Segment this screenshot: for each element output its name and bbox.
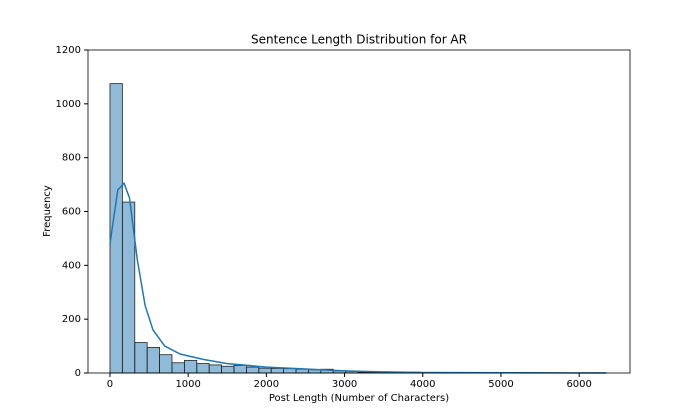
y-tick-label: 1200 bbox=[56, 45, 81, 56]
kde-line bbox=[109, 181, 607, 374]
bar bbox=[283, 368, 297, 374]
bar bbox=[183, 359, 198, 374]
y-tick-label: 600 bbox=[62, 207, 81, 218]
x-tick-label: 2000 bbox=[254, 379, 279, 390]
bar bbox=[134, 342, 148, 374]
bar bbox=[208, 364, 222, 374]
bar bbox=[196, 363, 210, 374]
chart-title: Sentence Length Distribution for AR bbox=[251, 33, 467, 47]
y-tick-label: 800 bbox=[62, 153, 81, 164]
x-tick-label: 4000 bbox=[410, 379, 435, 390]
bar bbox=[233, 365, 247, 374]
bar bbox=[221, 365, 235, 374]
y-tick-label: 0 bbox=[75, 368, 81, 379]
bar bbox=[146, 347, 160, 374]
bar bbox=[159, 354, 173, 374]
y-tick-label: 400 bbox=[62, 260, 81, 271]
x-tick-label: 0 bbox=[107, 379, 113, 390]
bar bbox=[246, 366, 260, 374]
bar bbox=[171, 362, 185, 374]
plot-frame bbox=[87, 49, 631, 374]
x-tick-label: 5000 bbox=[488, 379, 513, 390]
x-tick-label: 1000 bbox=[175, 379, 200, 390]
x-tick-label: 6000 bbox=[566, 379, 591, 390]
y-tick-label: 200 bbox=[62, 314, 81, 325]
bar bbox=[258, 367, 272, 374]
x-axis-label: Post Length (Number of Characters) bbox=[269, 393, 449, 404]
y-tick-label: 1000 bbox=[56, 99, 81, 110]
x-tick-label: 3000 bbox=[332, 379, 357, 390]
bar bbox=[270, 368, 285, 374]
y-axis-label: Frequency bbox=[42, 185, 53, 237]
bar bbox=[295, 368, 309, 374]
